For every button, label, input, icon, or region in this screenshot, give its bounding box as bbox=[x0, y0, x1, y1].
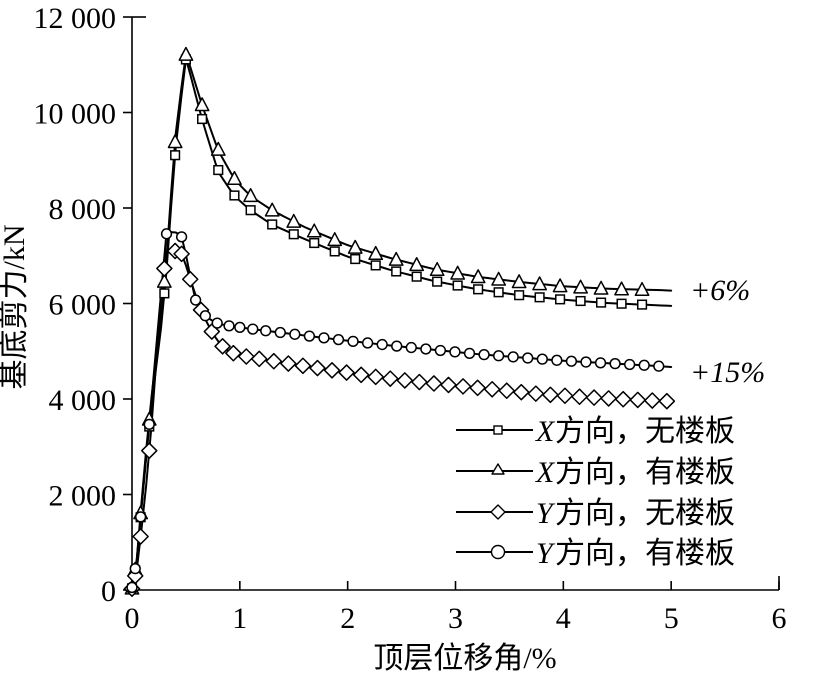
svg-text:0: 0 bbox=[125, 602, 140, 635]
svg-text:8 000: 8 000 bbox=[49, 193, 117, 226]
svg-text:0: 0 bbox=[101, 575, 116, 608]
svg-text:10 000: 10 000 bbox=[34, 98, 117, 131]
svg-text:2 000: 2 000 bbox=[49, 480, 117, 513]
svg-text:+6%: +6% bbox=[690, 274, 750, 307]
svg-text:1: 1 bbox=[232, 602, 247, 635]
svg-text:方向，有楼板: 方向，有楼板 bbox=[555, 456, 735, 489]
svg-text:顶层位移角/%: 顶层位移角/% bbox=[373, 642, 556, 675]
svg-text:Y: Y bbox=[536, 537, 556, 570]
svg-text:12 000: 12 000 bbox=[34, 2, 117, 35]
svg-text:2: 2 bbox=[340, 602, 355, 635]
svg-text:方向，无楼板: 方向，无楼板 bbox=[555, 497, 735, 530]
svg-text:X: X bbox=[535, 415, 556, 448]
svg-text:4 000: 4 000 bbox=[49, 384, 117, 417]
svg-text:5: 5 bbox=[664, 602, 679, 635]
svg-text:4: 4 bbox=[556, 602, 571, 635]
svg-text:方向，无楼板: 方向，无楼板 bbox=[555, 415, 735, 448]
svg-text:X: X bbox=[535, 456, 556, 489]
svg-text:3: 3 bbox=[448, 602, 463, 635]
svg-text:方向，有楼板: 方向，有楼板 bbox=[555, 537, 735, 570]
svg-text:6: 6 bbox=[772, 602, 787, 635]
svg-text:6 000: 6 000 bbox=[49, 289, 117, 322]
svg-text:+15%: +15% bbox=[690, 356, 765, 389]
svg-text:Y: Y bbox=[536, 497, 556, 530]
svg-text:基底剪力/kN: 基底剪力/kN bbox=[0, 225, 31, 390]
